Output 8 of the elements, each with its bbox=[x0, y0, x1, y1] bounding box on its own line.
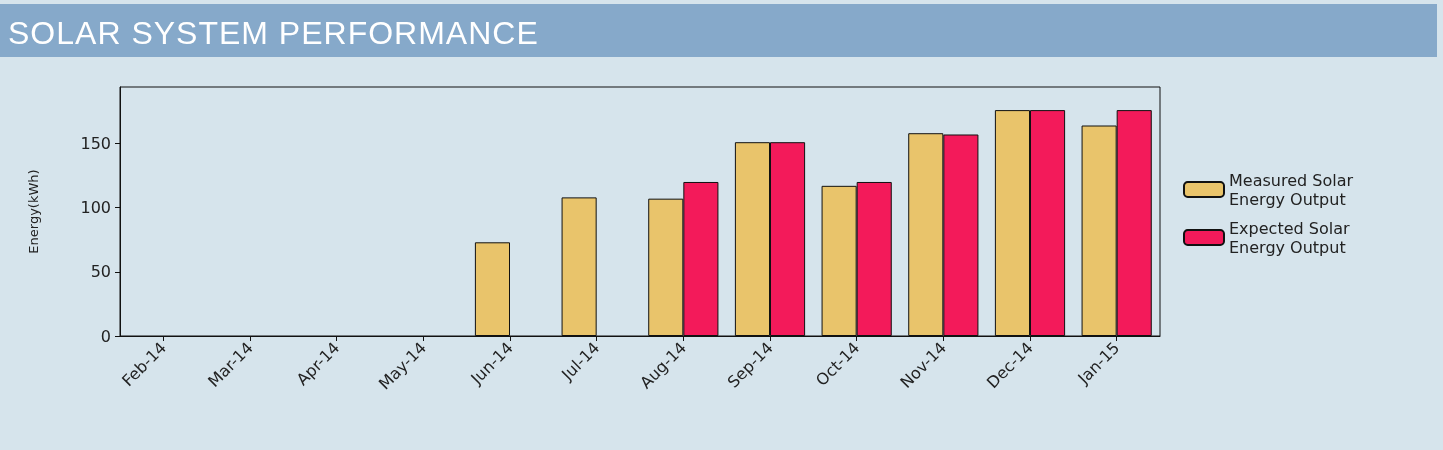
y-tick-label: 150 bbox=[80, 133, 111, 153]
y-tick-label: 100 bbox=[80, 198, 111, 218]
legend-label: Expected Solar Energy Output bbox=[1229, 218, 1355, 257]
y-tick-label: 50 bbox=[90, 262, 111, 282]
y-axis-title: Energy(kWh) bbox=[26, 169, 41, 254]
y-tick-label: 0 bbox=[100, 326, 111, 346]
legend-label: Measured Solar Energy Output bbox=[1229, 170, 1359, 209]
chart-title: SOLAR SYSTEM PERFORMANCE bbox=[0, 4, 1437, 57]
